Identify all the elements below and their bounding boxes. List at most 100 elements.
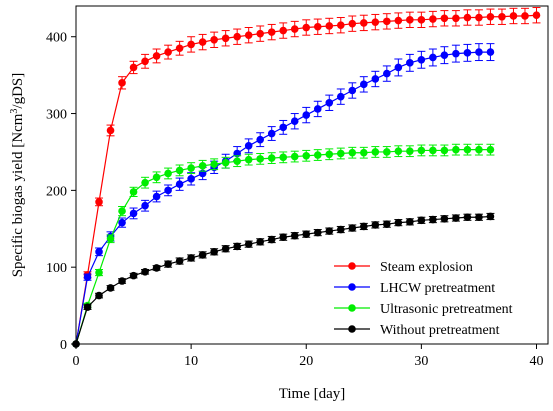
data-point	[118, 277, 126, 285]
data-point	[129, 271, 138, 280]
legend-label: Ultrasonic pretreatment	[380, 302, 513, 317]
y-axis-title-superscript: 3	[9, 109, 20, 114]
data-point	[532, 11, 541, 20]
data-point	[175, 257, 184, 265]
series-4	[72, 212, 495, 348]
data-point	[106, 234, 115, 243]
data-point	[279, 123, 288, 132]
data-point	[475, 213, 483, 222]
data-point	[394, 147, 403, 155]
data-point	[394, 16, 403, 25]
data-point	[233, 32, 241, 41]
series-line	[75, 51, 491, 345]
data-point	[313, 228, 322, 237]
data-point	[475, 48, 483, 56]
data-point	[164, 169, 172, 178]
data-point	[152, 52, 161, 60]
data-point	[325, 22, 334, 30]
data-point	[486, 145, 495, 154]
data-point	[244, 31, 253, 39]
data-point	[452, 14, 460, 23]
data-point	[302, 230, 311, 238]
data-point	[336, 21, 345, 30]
data-point	[325, 150, 334, 159]
data-point	[371, 18, 380, 26]
data-point	[95, 268, 103, 277]
data-point	[233, 242, 241, 251]
data-point	[383, 69, 391, 78]
data-point	[371, 75, 380, 83]
x-tick-label: 10	[184, 354, 198, 369]
legend-swatch-marker	[348, 262, 356, 270]
data-point	[175, 180, 184, 189]
data-point	[221, 34, 230, 43]
data-point	[233, 157, 241, 165]
data-point	[509, 12, 518, 20]
data-point	[152, 264, 161, 272]
data-point	[313, 105, 322, 113]
series-3	[72, 143, 495, 348]
data-point	[452, 49, 460, 58]
data-point	[290, 152, 299, 161]
data-point	[336, 92, 345, 101]
data-point	[244, 155, 253, 164]
data-point	[417, 55, 426, 64]
data-point	[290, 25, 299, 33]
data-point	[417, 146, 426, 155]
data-point	[498, 12, 506, 21]
data-point	[463, 213, 472, 222]
data-point	[244, 240, 253, 248]
data-point	[198, 161, 207, 170]
data-point	[406, 147, 414, 155]
data-point	[129, 209, 138, 218]
legend-label: Without pretreatment	[380, 323, 500, 338]
data-point	[383, 220, 391, 228]
data-point	[452, 214, 460, 222]
data-point	[406, 16, 414, 24]
data-point	[302, 111, 311, 119]
data-point	[210, 160, 218, 169]
data-point	[371, 148, 380, 156]
data-point	[440, 51, 449, 59]
data-point	[129, 188, 138, 196]
legend-swatch-marker	[348, 283, 356, 291]
data-point	[118, 207, 126, 215]
data-point	[83, 273, 92, 281]
data-point	[429, 53, 437, 62]
legend-label: LHCW pretreatment	[380, 281, 495, 296]
data-point	[141, 178, 149, 187]
data-point	[348, 86, 357, 95]
x-tick-label: 30	[414, 354, 428, 369]
data-point	[256, 155, 264, 163]
data-point	[267, 28, 276, 36]
data-point	[267, 154, 276, 162]
legend-swatch-marker	[348, 304, 356, 312]
data-point	[486, 48, 495, 56]
data-point	[360, 148, 368, 157]
data-point	[279, 26, 288, 35]
data-point	[325, 227, 334, 235]
data-point	[141, 57, 149, 66]
data-point	[302, 23, 311, 32]
data-point	[383, 17, 391, 26]
y-tick-label: 400	[46, 31, 67, 46]
data-point	[429, 15, 437, 23]
data-point	[313, 22, 322, 31]
data-point	[95, 291, 103, 300]
x-tick-label: 0	[73, 354, 80, 369]
data-point	[279, 233, 288, 242]
data-point	[152, 173, 161, 182]
data-point	[440, 146, 449, 155]
data-point	[198, 38, 207, 46]
data-point	[336, 149, 345, 158]
data-point	[394, 218, 403, 227]
data-point	[83, 303, 92, 311]
data-point	[463, 145, 472, 154]
data-point	[486, 212, 495, 221]
data-point	[129, 63, 138, 72]
legend-item: LHCW pretreatment	[334, 281, 495, 296]
data-point	[406, 218, 414, 226]
plot-area	[72, 7, 541, 348]
